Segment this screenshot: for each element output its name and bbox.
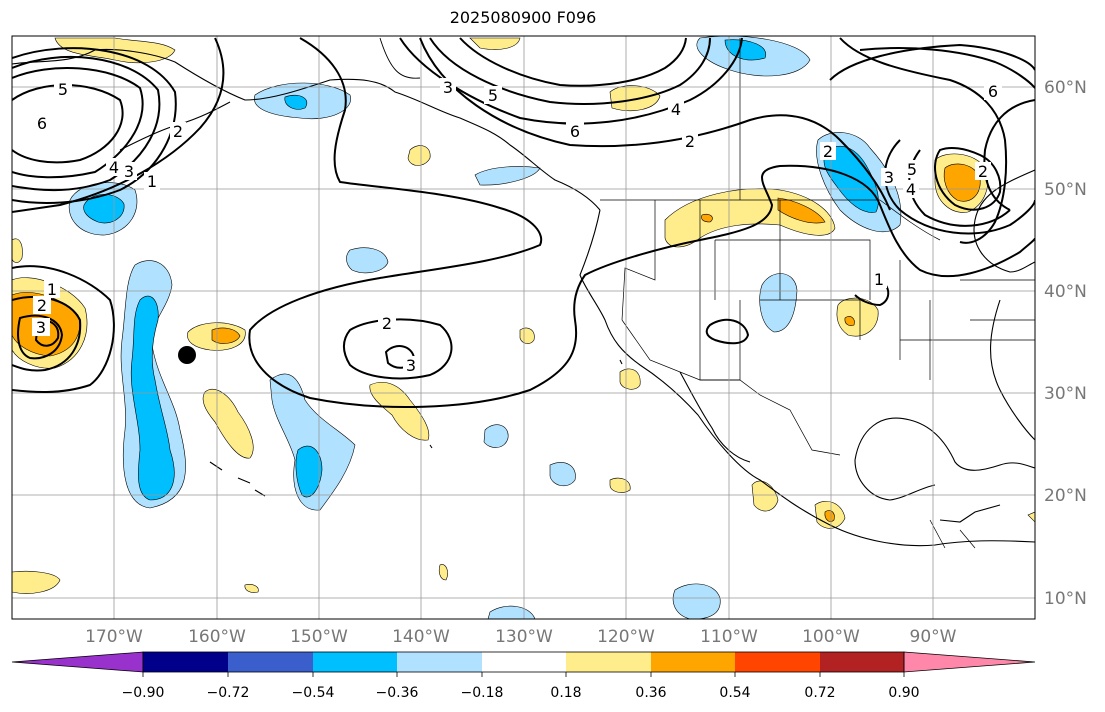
lon-label: 90°W [910,627,957,647]
contour-label: 3 [403,356,419,375]
svg-text:3: 3 [406,356,416,375]
positive-anomaly-shading [12,37,1035,594]
colorbar-tick-label: 0.18 [550,685,581,701]
svg-text:6: 6 [37,114,47,133]
contour-label: 4 [106,158,122,177]
colorbar: −0.90 −0.72 −0.54 −0.36 −0.18 0.18 0.36 … [11,651,1036,701]
svg-text:1: 1 [874,270,884,289]
svg-text:6: 6 [988,82,998,101]
svg-text:2: 2 [37,296,47,315]
lon-label: 100°W [802,627,860,647]
contour-label: 2 [975,162,991,181]
colorbar-swatch [651,652,735,672]
svg-text:5: 5 [907,160,917,179]
svg-text:3: 3 [443,78,453,97]
lon-label: 130°W [495,627,553,647]
svg-text:1: 1 [147,172,157,191]
lat-label: 30°N [1044,384,1087,404]
contour-label: 4 [668,100,684,119]
lat-label: 10°N [1044,589,1087,609]
colorbar-tick-label: 0.54 [719,685,750,701]
contour-label: 3 [32,318,50,337]
storm-position-dot [178,346,196,364]
lon-label: 160°W [188,627,246,647]
contour-label: 1 [44,280,60,299]
svg-text:2: 2 [823,142,833,161]
svg-text:4: 4 [671,100,681,119]
colorbar-swatch [566,652,651,672]
contour-label: 2 [170,122,186,141]
colorbar-swatch [397,652,482,672]
contour-label: 2 [33,296,51,315]
contour-label: 5 [54,80,72,99]
colorbar-tick-label: 0.36 [635,685,666,701]
contour-label: 5 [484,86,502,105]
colorbar-tick-label: −0.36 [376,685,419,701]
colorbar-swatch [735,652,820,672]
contour-label: 1 [144,172,160,191]
colorbar-tick-label: −0.54 [292,685,335,701]
svg-text:3: 3 [124,162,134,181]
lat-label: 40°N [1044,282,1087,302]
colorbar-swatch [313,652,397,672]
contour-label: 3 [121,162,137,181]
contour-label: 6 [984,82,1002,101]
colorbar-extend-low [11,651,144,673]
colorbar-swatch [820,652,904,672]
lon-label: 140°W [392,627,450,647]
svg-text:2: 2 [173,122,183,141]
lon-label: 150°W [290,627,348,647]
latitude-labels: 60°N 50°N 40°N 30°N 20°N 10°N [1044,78,1087,609]
map-frame-bg [12,36,1035,619]
colorbar-outline [142,651,905,673]
svg-text:5: 5 [58,80,68,99]
contour-label: 2 [682,132,698,151]
svg-text:4: 4 [906,180,916,199]
lat-label: 50°N [1044,180,1087,200]
colorbar-swatch [228,652,313,672]
colorbar-swatch [482,652,566,672]
svg-text:3: 3 [884,168,894,187]
contour-labels: 5 6 4 3 2 1 5 3 2 6 4 2 5 6 4 3 2 3 2 1 … [32,78,1002,375]
svg-text:3: 3 [36,318,46,337]
colorbar-tick-label: −0.18 [461,685,504,701]
contour-label: 1 [871,270,887,289]
svg-text:6: 6 [570,122,580,141]
contour-label: 6 [33,114,51,133]
colorbar-extend-high [903,651,1036,673]
colorbar-tick-label: −0.72 [207,685,250,701]
contour-label: 2 [378,314,396,333]
svg-text:4: 4 [109,158,119,177]
lon-label: 170°W [85,627,143,647]
lat-label: 20°N [1044,486,1087,506]
svg-text:5: 5 [488,86,498,105]
plot-title: 2025080900 F096 [449,8,597,27]
map-gridlines [12,36,1035,619]
contour-label: 3 [440,78,456,97]
contour-label: 6 [566,122,584,141]
colorbar-tick-label: −0.90 [122,685,165,701]
svg-text:2: 2 [685,132,695,151]
colorbar-tick-label: 0.72 [804,685,835,701]
contour-label: 2 [820,142,836,161]
colorbar-swatch [143,652,228,672]
colorbar-tick-label: 0.90 [888,685,919,701]
map-frame [11,35,1036,620]
lon-label: 120°W [597,627,655,647]
svg-text:2: 2 [382,314,392,333]
svg-text:2: 2 [978,162,988,181]
contour-label: 4 [903,180,919,199]
contour-label: 3 [881,168,897,187]
contour-label: 5 [904,160,920,179]
lon-label: 110°W [700,627,758,647]
svg-text:1: 1 [47,280,57,299]
longitude-labels: 170°W 160°W 150°W 140°W 130°W 120°W 110°… [85,627,957,647]
lat-label: 60°N [1044,78,1087,98]
political-borders [600,38,1035,549]
